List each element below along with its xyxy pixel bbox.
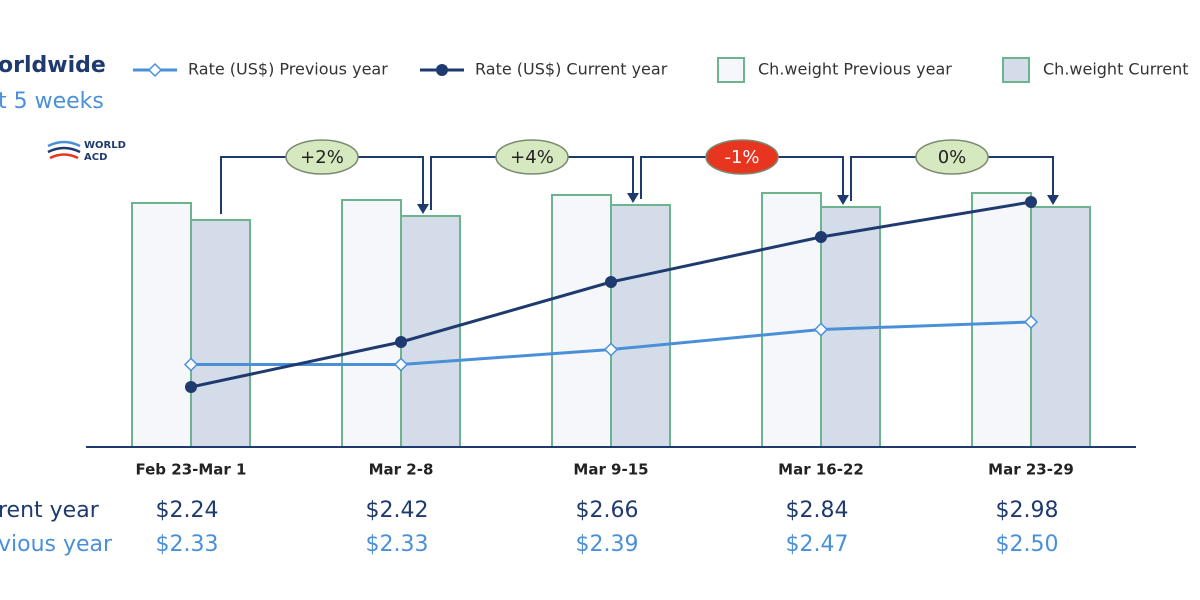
change-label: +2% [300,147,344,168]
legend-label: Rate (US$) Current year [475,60,668,79]
bar [400,215,461,448]
line-marker [393,357,409,372]
logo-text: WORLD [84,140,126,151]
arrow-head [837,195,849,205]
logo-swoosh [47,140,81,148]
x-tick-label: Mar 2-8 [369,461,434,479]
arrow-head [627,193,639,203]
value-label: $2.47 [786,532,849,557]
arrow-head [1047,195,1059,205]
value-label: $2.33 [366,532,429,557]
value-label: $2.42 [366,498,429,523]
row-label: rent year [0,498,100,523]
bar [131,202,192,448]
legend-marker [436,64,448,76]
logo-swoosh [47,146,81,154]
line-marker [603,342,619,357]
value-label: $2.39 [576,532,639,557]
bar [761,192,822,448]
change-badge [915,139,989,175]
value-label: $2.98 [996,498,1059,523]
change-badge [705,139,779,175]
legend-swatch [717,57,745,83]
x-tick-label: Mar 16-22 [778,461,864,479]
bar [610,204,671,448]
value-label: $2.84 [786,498,849,523]
x-tick-label: Mar 23-29 [988,461,1074,479]
line-marker [815,231,827,243]
chart-title: orldwide [0,53,106,78]
line-marker [395,336,407,348]
bar [1030,206,1091,448]
change-badge [495,139,569,175]
arrow-head [417,204,429,214]
bar [971,192,1032,448]
legend-label: Ch.weight Current [1043,60,1189,79]
logo-text: ACD [84,152,107,163]
line-marker [1023,314,1039,330]
legend-label: Rate (US$) Previous year [188,60,388,79]
change-badge [285,139,359,175]
line-marker [1025,196,1037,208]
x-tick-label: Feb 23-Mar 1 [136,461,247,479]
change-label: 0% [938,147,967,168]
logo: WORLD ACD [47,140,126,163]
line-marker [813,322,829,337]
bar [190,219,251,448]
change-label: -1% [724,147,759,168]
legend-marker [147,62,163,78]
bar [341,199,402,448]
legend-swatch [1002,57,1030,83]
line-marker [183,357,199,372]
line-marker [185,381,197,393]
value-label: $2.33 [156,532,219,557]
value-label: $2.24 [156,498,219,523]
line-marker [605,276,617,288]
row-label: vious year [0,532,113,557]
chart-subtitle: t 5 weeks [0,89,104,114]
value-label: $2.66 [576,498,639,523]
x-tick-label: Mar 9-15 [573,461,648,479]
change-label: +4% [510,147,554,168]
value-label: $2.50 [996,532,1059,557]
bar [551,194,612,448]
legend-label: Ch.weight Previous year [758,60,952,79]
logo-swoosh [49,153,79,160]
